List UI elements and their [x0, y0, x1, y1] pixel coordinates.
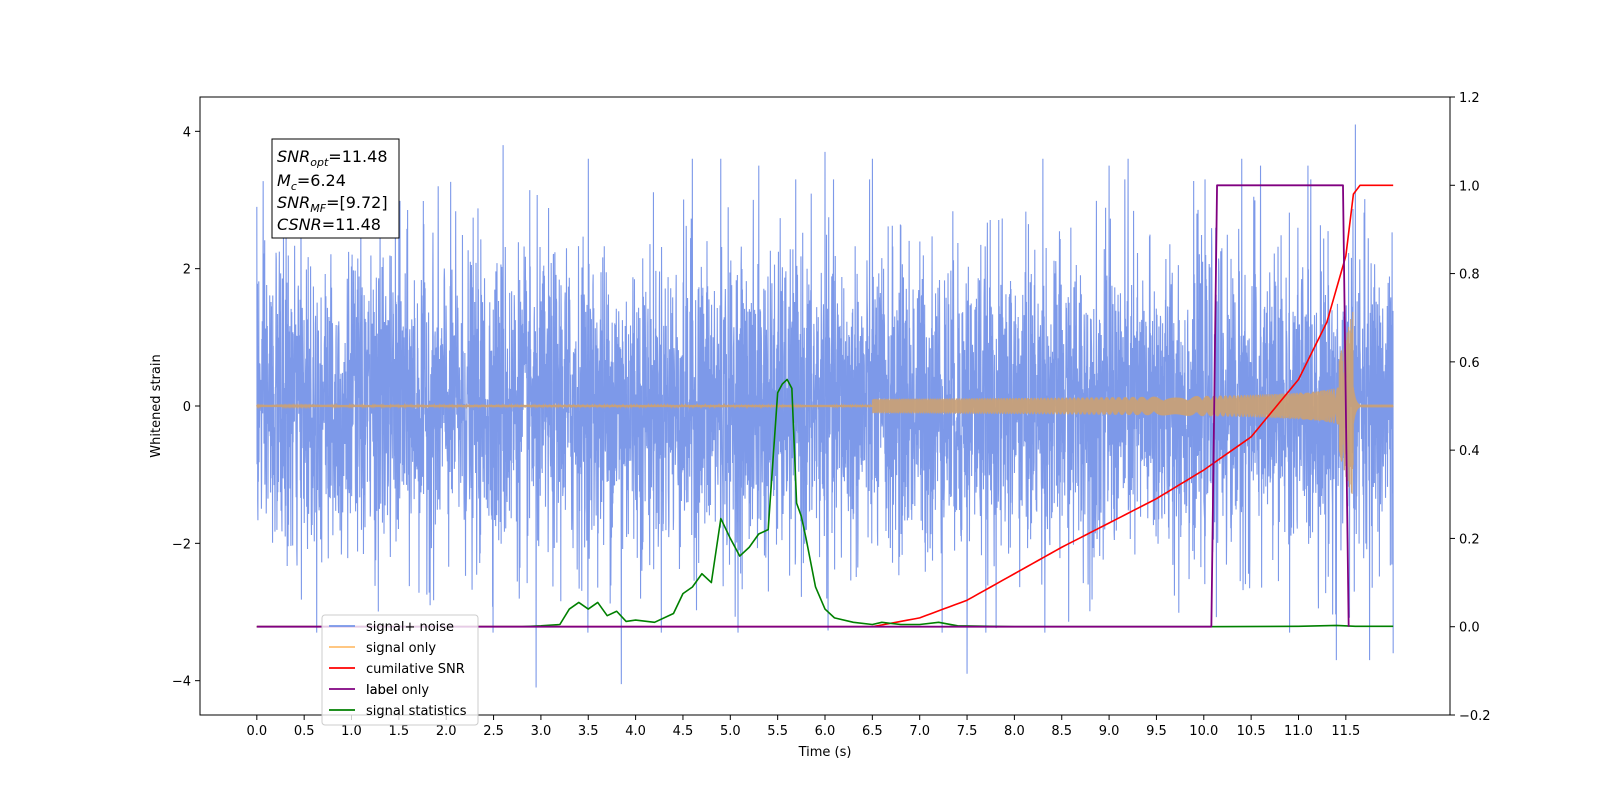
annotation-mc: Mc=6.24: [277, 171, 346, 193]
y2-tick-label: 1.0: [1459, 179, 1480, 194]
series-label: [256, 184, 1350, 628]
legend-entry-label: signal+ noise: [366, 620, 454, 635]
y2-tick-label: 0.4: [1459, 444, 1480, 459]
annotation-csnr: CSNR=11.48: [277, 215, 381, 234]
x-tick-label: 5.0: [720, 724, 741, 739]
legend-hidden-entry: label only: [366, 683, 429, 698]
legend: label only signal+ noise signal only cumil…: [321, 614, 479, 726]
y-axis-ticks: −4 −2 0 2 4: [172, 125, 200, 690]
y2-axis-ticks: −0.2 0.0 0.2 0.4 0.6 0.8 1.0 1.2: [1450, 91, 1491, 724]
series-signal-statistics: [256, 378, 1394, 628]
legend-entry-label: signal statistics: [366, 704, 467, 719]
x-tick-label: 11.5: [1331, 724, 1360, 739]
x-tick-label: 1.5: [389, 724, 410, 739]
x-tick-label: 8.0: [1004, 724, 1025, 739]
y2-tick-label: 0.2: [1459, 532, 1480, 547]
x-tick-label: 8.5: [1051, 724, 1072, 739]
legend-entry-label: label: [366, 683, 397, 698]
y-axis-label: Whitened strain: [149, 354, 164, 457]
x-tick-label: 9.5: [1146, 724, 1167, 739]
x-tick-label: 5.5: [767, 724, 788, 739]
y-tick-label: −2: [172, 537, 191, 552]
x-tick-label: 2.5: [483, 724, 504, 739]
legend-box: [321, 614, 479, 726]
x-tick-label: 6.5: [862, 724, 883, 739]
y2-tick-label: 0.0: [1459, 621, 1480, 636]
y2-tick-label: 0.8: [1459, 268, 1480, 283]
x-axis-label: Time (s): [798, 745, 852, 760]
series-cumulative-snr: [256, 184, 1394, 628]
x-tick-label: 0.0: [246, 724, 267, 739]
annotation-snr-opt: SNRopt=11.48: [277, 147, 388, 169]
annotation-snr-mf: SNRMF=[9.72]: [277, 193, 388, 215]
y-tick-label: 0: [183, 400, 191, 415]
series-signal-only: [256, 311, 1394, 494]
series-layer: [256, 124, 1394, 688]
x-tick-label: 9.0: [1099, 724, 1120, 739]
x-tick-label: 10.5: [1237, 724, 1266, 739]
x-tick-label: 3.5: [578, 724, 599, 739]
annotation-box: SNRopt=11.48 Mc=6.24 SNRMF=[9.72] CSNR=1…: [271, 138, 400, 239]
y-tick-label: 4: [183, 125, 191, 140]
y2-tick-label: 1.2: [1459, 91, 1480, 106]
legend-entry-label: signal only: [366, 641, 436, 656]
x-tick-label: 4.5: [673, 724, 694, 739]
x-tick-label: 0.5: [294, 724, 315, 739]
x-tick-label: 6.0: [815, 724, 836, 739]
x-axis-ticks: 0.0 0.5 1.0 1.5 2.0 2.5 3.0 3.5 4.0 4.5 5.0 5.5 6.0 6…: [246, 715, 1360, 739]
x-tick-label: 10.0: [1189, 724, 1218, 739]
x-tick-label: 7.0: [909, 724, 930, 739]
legend-entry-label: cumilative SNR: [366, 662, 465, 677]
y-tick-label: 2: [183, 263, 191, 278]
x-tick-label: 4.0: [625, 724, 646, 739]
series-signal-noise: [256, 124, 1394, 688]
x-tick-label: 1.0: [341, 724, 362, 739]
y-tick-label: −4: [172, 675, 191, 690]
x-tick-label: 2.0: [436, 724, 457, 739]
y2-tick-label: −0.2: [1459, 709, 1491, 724]
y2-tick-label: 0.6: [1459, 356, 1480, 371]
x-tick-label: 3.0: [531, 724, 552, 739]
x-tick-label: 7.5: [957, 724, 978, 739]
x-tick-label: 11.0: [1284, 724, 1313, 739]
